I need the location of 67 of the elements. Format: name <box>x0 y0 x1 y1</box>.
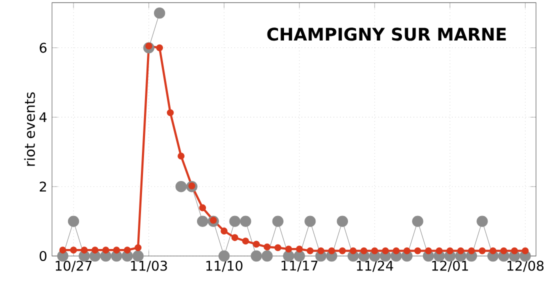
point <box>336 216 348 227</box>
point <box>264 244 271 250</box>
point <box>199 204 206 212</box>
y-tick-label: 0 <box>40 250 46 262</box>
point <box>306 247 314 254</box>
point <box>274 244 282 252</box>
point <box>522 247 529 254</box>
point <box>229 216 240 227</box>
y-tick-label: 4 <box>39 112 47 122</box>
point <box>262 250 273 262</box>
point <box>478 247 486 254</box>
point <box>317 247 324 254</box>
point <box>156 44 164 52</box>
x-tick-label: 11/03 <box>131 260 167 272</box>
point <box>446 247 454 254</box>
point <box>412 216 424 227</box>
point <box>240 216 252 227</box>
y-tick-label: 6 <box>40 42 46 53</box>
point <box>424 247 432 254</box>
point <box>166 109 174 116</box>
point <box>500 247 508 254</box>
point <box>360 247 368 254</box>
point <box>102 246 110 254</box>
x-tick-label: 12/01 <box>432 260 468 272</box>
point <box>220 228 228 234</box>
point <box>511 247 518 254</box>
point <box>80 246 88 254</box>
y-axis-title: riot events <box>24 92 35 166</box>
point <box>178 152 185 160</box>
point <box>490 247 496 254</box>
point <box>392 247 400 254</box>
point <box>304 216 316 227</box>
point <box>252 240 260 248</box>
x-tick-label: 11/17 <box>282 260 318 272</box>
point <box>382 247 389 254</box>
x-tick-label: 12/08 <box>507 260 544 272</box>
point <box>350 247 357 254</box>
point <box>338 247 346 254</box>
x-tick-label: 11/24 <box>356 260 394 272</box>
text: CHAMPIGNY SUR MARNE <box>267 28 506 41</box>
point <box>403 247 410 254</box>
point <box>175 180 187 192</box>
point <box>113 246 120 254</box>
point <box>414 247 422 254</box>
point <box>457 247 464 254</box>
point <box>250 250 262 262</box>
point <box>154 7 166 19</box>
point <box>134 244 142 252</box>
point <box>242 238 250 245</box>
point <box>296 246 303 253</box>
point <box>468 247 475 254</box>
point <box>231 234 238 242</box>
x-tick-label: 11/10 <box>206 260 242 272</box>
point <box>92 246 98 254</box>
point <box>196 216 208 227</box>
point <box>59 246 66 254</box>
x-tick-label: 10/27 <box>56 260 92 272</box>
y-tick-label: 2 <box>40 182 46 192</box>
point <box>436 247 443 254</box>
point <box>68 216 80 227</box>
point <box>371 247 378 254</box>
point <box>476 216 488 227</box>
point <box>272 216 284 227</box>
point <box>285 246 292 253</box>
point <box>70 246 77 254</box>
point <box>124 246 131 254</box>
point <box>328 247 336 254</box>
